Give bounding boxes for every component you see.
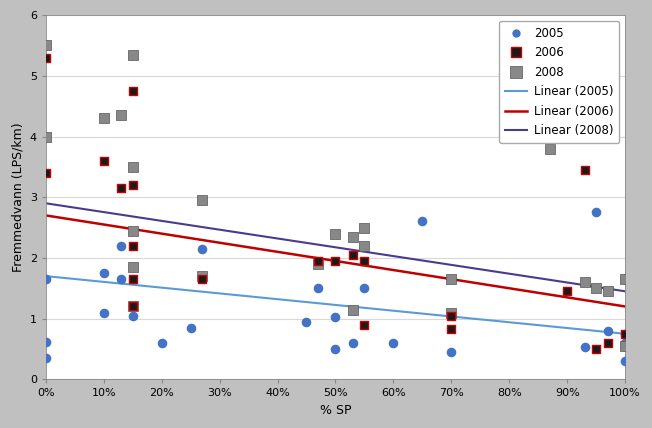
2006 xyxy=(620,330,630,337)
2005 xyxy=(40,355,51,362)
2008 xyxy=(620,342,630,349)
2008 xyxy=(128,264,138,270)
2008 xyxy=(330,230,340,237)
2008 xyxy=(544,145,555,152)
2006 xyxy=(128,181,138,188)
2006 xyxy=(40,169,51,176)
2005 xyxy=(197,245,207,252)
2008 xyxy=(197,197,207,204)
2005 xyxy=(417,218,428,225)
2006 xyxy=(128,88,138,95)
2008 xyxy=(348,233,358,240)
2006 xyxy=(602,339,613,346)
2008 xyxy=(128,227,138,234)
2006 xyxy=(330,258,340,265)
2006 xyxy=(580,166,590,173)
2006 xyxy=(446,312,456,319)
2006 xyxy=(359,258,370,265)
2008 xyxy=(40,133,51,140)
2008 xyxy=(359,224,370,231)
2006 xyxy=(128,276,138,282)
2005 xyxy=(359,285,370,291)
2005 xyxy=(301,318,312,325)
2008 xyxy=(446,309,456,316)
2005 xyxy=(116,242,126,249)
2006 xyxy=(446,326,456,333)
2008 xyxy=(591,285,601,291)
2005 xyxy=(98,309,109,316)
2006 xyxy=(128,242,138,249)
2005 xyxy=(591,209,601,216)
2005 xyxy=(620,358,630,365)
2008 xyxy=(620,276,630,282)
2008 xyxy=(359,242,370,249)
2008 xyxy=(128,51,138,58)
2006 xyxy=(128,303,138,310)
Legend: 2005, 2006, 2008, Linear (2005), Linear (2006), Linear (2008): 2005, 2006, 2008, Linear (2005), Linear … xyxy=(499,21,619,143)
Y-axis label: Fremmedvann (LPS/km): Fremmedvann (LPS/km) xyxy=(11,122,24,272)
2008 xyxy=(602,288,613,295)
2005 xyxy=(116,276,126,282)
2006 xyxy=(116,184,126,191)
2008 xyxy=(128,303,138,310)
2006 xyxy=(562,288,572,295)
2008 xyxy=(197,273,207,279)
2005 xyxy=(330,313,340,320)
2008 xyxy=(116,112,126,119)
2005 xyxy=(620,339,630,346)
2005 xyxy=(313,285,323,291)
2006 xyxy=(359,321,370,328)
2005 xyxy=(40,276,51,282)
X-axis label: % SP: % SP xyxy=(319,404,351,417)
2005 xyxy=(388,339,398,346)
2006 xyxy=(197,276,207,282)
2005 xyxy=(330,345,340,352)
2008 xyxy=(446,276,456,282)
2008 xyxy=(348,306,358,313)
2005 xyxy=(602,327,613,334)
2008 xyxy=(580,279,590,285)
2005 xyxy=(128,312,138,319)
2005 xyxy=(40,338,51,345)
2008 xyxy=(98,115,109,122)
2006 xyxy=(348,251,358,258)
2005 xyxy=(348,339,358,346)
2005 xyxy=(580,344,590,351)
2006 xyxy=(591,345,601,352)
2006 xyxy=(40,54,51,61)
2006 xyxy=(313,258,323,265)
2005 xyxy=(98,270,109,276)
2005 xyxy=(156,339,167,346)
2005 xyxy=(446,348,456,355)
2005 xyxy=(185,324,196,331)
2008 xyxy=(128,163,138,170)
2005 xyxy=(620,330,630,337)
2008 xyxy=(40,42,51,49)
2006 xyxy=(98,158,109,164)
2008 xyxy=(313,261,323,268)
